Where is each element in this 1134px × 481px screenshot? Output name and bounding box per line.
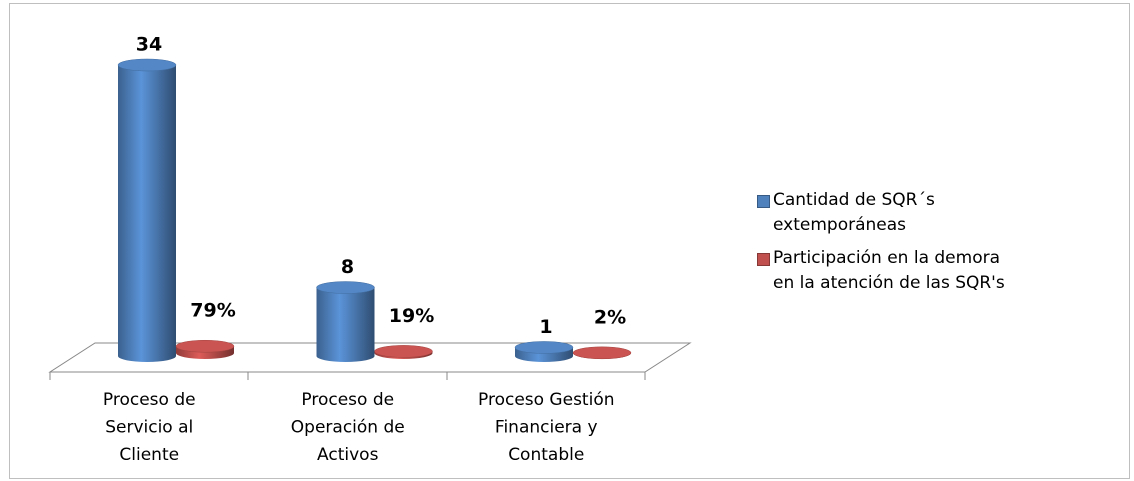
bar-top: [117, 58, 177, 72]
legend-label: Cantidad de SQR´s extemporáneas: [773, 190, 935, 235]
x-tick-label: Proceso de Operación de Activos: [291, 390, 405, 465]
bar: [175, 339, 235, 359]
bar-top: [514, 341, 574, 354]
bar-body: [118, 65, 176, 362]
data-label: 2%: [594, 306, 626, 328]
bar-top: [316, 281, 375, 294]
data-label: 19%: [389, 305, 434, 327]
bar: [572, 346, 632, 360]
bar: [316, 281, 375, 362]
data-label: 34: [136, 34, 162, 56]
bar-top: [374, 345, 433, 358]
bar-body: [316, 287, 375, 362]
legend-swatch: [757, 253, 770, 266]
x-tick-label: Proceso de Servicio al Cliente: [103, 390, 196, 465]
bar: [514, 341, 574, 362]
data-label: 8: [341, 256, 354, 278]
data-label: 1: [539, 316, 552, 338]
data-label: 79%: [190, 300, 235, 322]
bar-top: [175, 339, 235, 353]
legend-swatch: [757, 195, 770, 208]
bar: [117, 58, 177, 362]
x-tick-label: Proceso Gestión Financiera y Contable: [478, 390, 615, 465]
bar-top: [572, 346, 632, 360]
legend-label: Participación en la demora en la atenció…: [773, 248, 1005, 293]
bar: [374, 345, 433, 359]
legend-item: Cantidad de SQR´s extemporáneas: [757, 188, 1007, 238]
legend: Cantidad de SQR´s extemporáneas Participa…: [757, 188, 1007, 304]
chart-border: [9, 3, 1130, 479]
legend-item: Participación en la demora en la atenció…: [757, 246, 1007, 296]
